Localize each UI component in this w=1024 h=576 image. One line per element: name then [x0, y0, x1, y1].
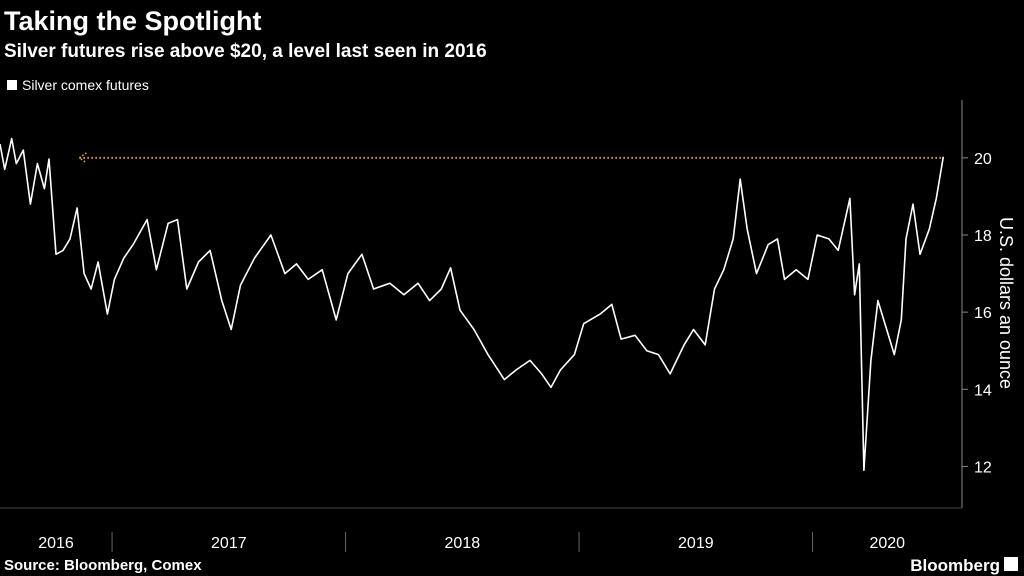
source: Source: Bloomberg, Comex: [4, 557, 202, 574]
y-tick-label: 12: [974, 459, 992, 476]
reference-arrow: [78, 152, 87, 164]
x-tick-label: 2020: [869, 535, 905, 552]
brand-icon: [1004, 557, 1018, 571]
legend-label: Silver comex futures: [22, 77, 149, 93]
brand: Bloomberg: [910, 556, 1000, 575]
y-axis-label: U.S. dollars an ounce: [996, 217, 1016, 389]
chart-subtitle: Silver futures rise above $20, a level l…: [4, 41, 487, 62]
y-tick-label: 16: [974, 305, 992, 322]
y-tick-label: 14: [974, 382, 992, 399]
series-line: [0, 137, 945, 472]
y-tick-label: 20: [974, 151, 992, 168]
x-tick-label: 2016: [38, 535, 74, 552]
y-tick-label: 18: [974, 228, 992, 245]
x-tick-label: 2018: [445, 535, 481, 552]
legend-swatch: [7, 80, 17, 90]
x-tick-label: 2019: [678, 535, 714, 552]
x-tick-label: 2017: [211, 535, 247, 552]
chart-title: Taking the Spotlight: [4, 6, 261, 36]
